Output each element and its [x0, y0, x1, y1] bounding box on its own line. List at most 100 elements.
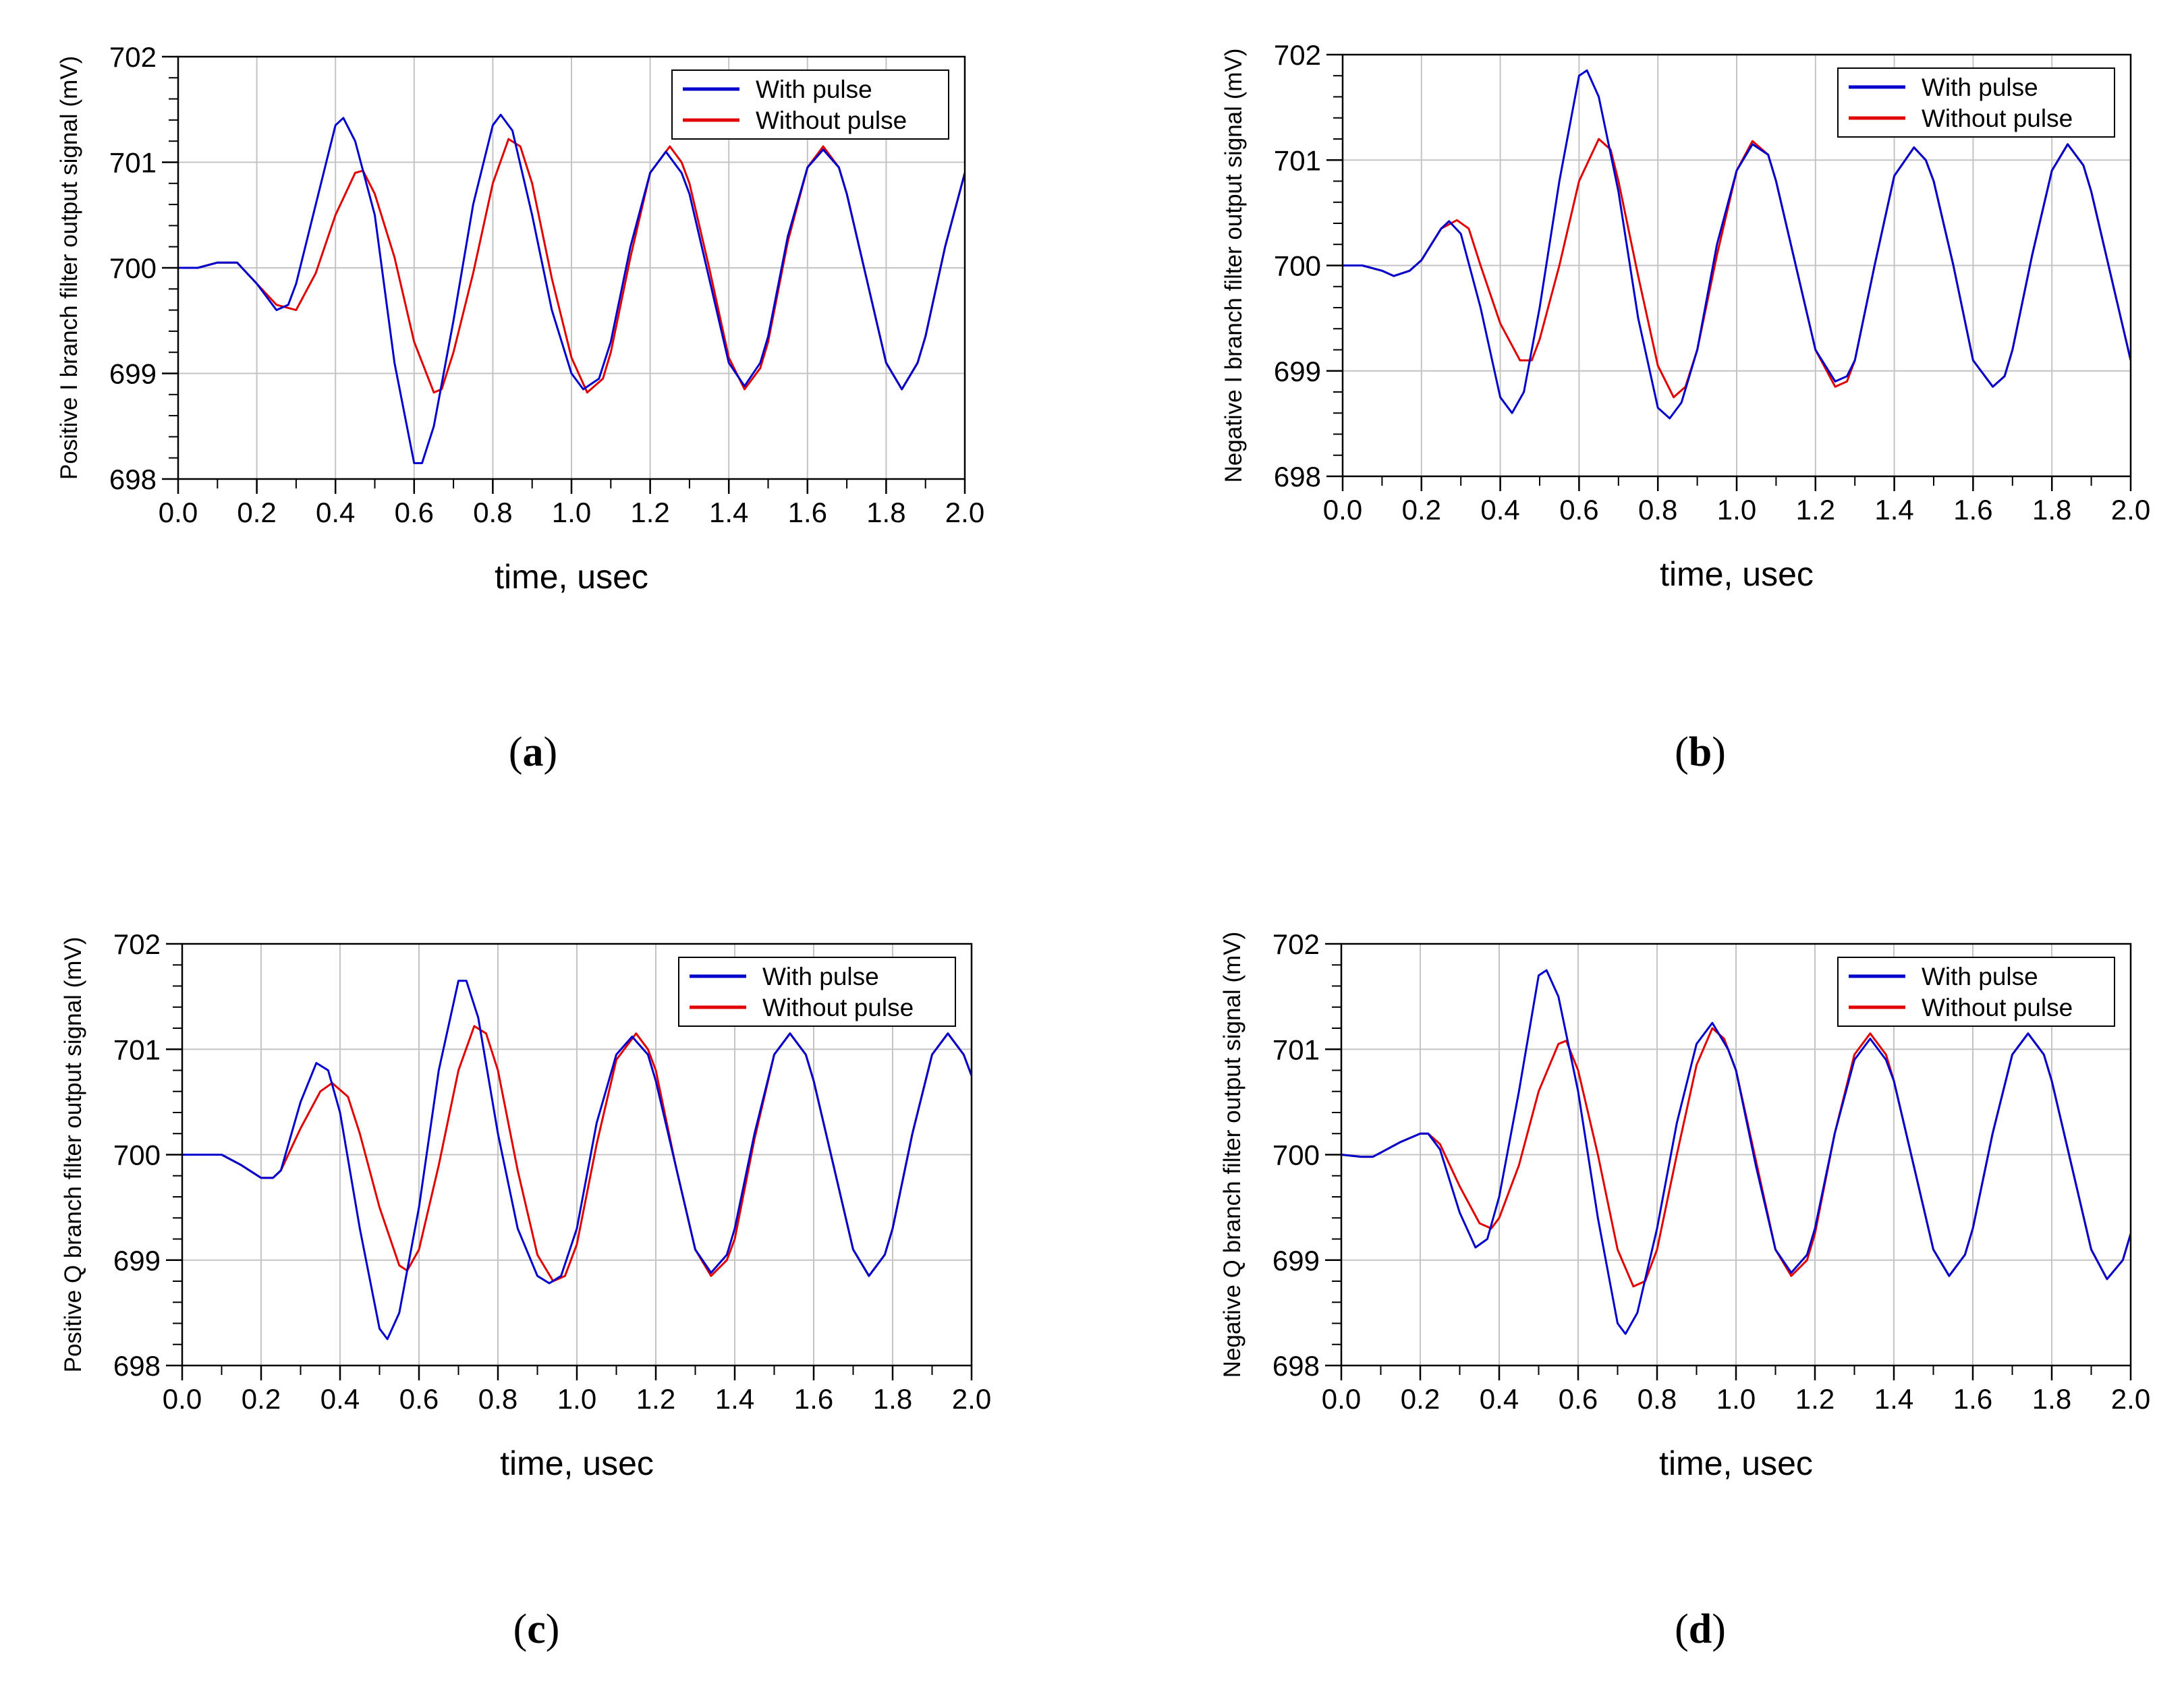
x-tick-label: 0.4	[320, 1383, 360, 1415]
x-tick-label: 0.2	[1402, 494, 1441, 526]
x-tick-label: 1.8	[866, 497, 905, 528]
panel-caption: (b)	[1675, 729, 1726, 775]
series-line-with-pulse	[1341, 969, 2131, 1335]
y-tick-label: 700	[1272, 1140, 1320, 1171]
x-tick-label: 0.6	[399, 1383, 439, 1415]
legend-label: With pulse	[756, 76, 872, 103]
legend: With pulse Without pulse	[671, 69, 949, 140]
y-tick-label: 698	[1274, 461, 1321, 493]
legend: With pulse Without pulse	[1837, 957, 2115, 1027]
y-axis-label: Negative Q branch filter output signal (…	[1219, 932, 1245, 1378]
chart-panel-c: 0.0 0.2 0.4 0.6 0.8 1.0 1.2 1.4 1.6 1.8 2.0 698 699 7…	[60, 928, 991, 1652]
panel-caption: (c)	[513, 1606, 560, 1652]
x-tick-label: 1.2	[630, 497, 669, 528]
legend-label: Without pulse	[1922, 105, 2073, 132]
x-tick-label: 0.8	[473, 497, 512, 528]
legend-label: Without pulse	[1922, 994, 2073, 1021]
x-tick-label: 2.0	[2111, 1383, 2150, 1415]
legend-label: Without pulse	[756, 107, 907, 134]
y-tick-label: 699	[109, 358, 157, 390]
x-tick-label: 0.4	[1480, 494, 1519, 526]
x-tick-label: 1.6	[1953, 494, 1992, 526]
x-tick-label: 1.8	[2032, 1383, 2071, 1415]
x-tick-label: 0.4	[1480, 1383, 1519, 1415]
x-tick-label: 1.0	[1717, 494, 1756, 526]
legend-label: With pulse	[1922, 74, 2038, 101]
panel-caption: (d)	[1675, 1606, 1726, 1652]
y-tick-label: 698	[1272, 1350, 1320, 1382]
caption-letter: b	[1689, 729, 1712, 775]
chart-panel-d: 0.0 0.2 0.4 0.6 0.8 1.0 1.2 1.4 1.6 1.8 2.0 698 699 7…	[1219, 928, 2150, 1652]
x-tick-label: 1.0	[1716, 1383, 1756, 1415]
x-tick-label: 0.8	[478, 1383, 517, 1415]
panel-caption: (a)	[509, 729, 557, 775]
plot-frame	[181, 943, 973, 1367]
y-tick-label: 699	[113, 1245, 161, 1276]
x-tick-label: 1.4	[709, 497, 748, 528]
caption-letter: d	[1689, 1606, 1712, 1652]
y-axis-label: Negative I branch filter output signal (…	[1221, 49, 1247, 483]
y-tick-label: 700	[109, 252, 157, 284]
x-tick-label: 1.4	[1874, 494, 1913, 526]
x-tick-label: 0.0	[1323, 494, 1362, 526]
legend: With pulse Without pulse	[1837, 67, 2115, 138]
y-tick-label: 699	[1274, 356, 1321, 387]
legend-box	[678, 957, 956, 1027]
x-tick-label: 1.8	[2032, 494, 2071, 526]
x-tick-label: 0.0	[163, 1383, 202, 1415]
legend: With pulse Without pulse	[678, 957, 956, 1027]
y-tick-label: 702	[113, 928, 161, 960]
y-tick-label: 701	[1274, 144, 1321, 176]
caption-paren-close: )	[1712, 729, 1726, 775]
legend-box	[671, 69, 949, 140]
caption-paren-open: (	[509, 729, 523, 775]
x-tick-label: 1.2	[1796, 494, 1835, 526]
x-tick-label: 1.4	[1874, 1383, 1913, 1415]
x-tick-label: 0.6	[1559, 494, 1598, 526]
caption-paren-open: (	[1675, 729, 1689, 775]
y-tick-label: 702	[109, 41, 157, 73]
plot-frame	[177, 55, 966, 480]
caption-paren-open: (	[513, 1606, 528, 1652]
y-tick-label: 700	[113, 1140, 161, 1171]
x-tick-label: 2.0	[2111, 494, 2150, 526]
legend-label: With pulse	[762, 963, 879, 990]
x-tick-label: 1.0	[557, 1383, 596, 1415]
y-axis-label: Positive I branch filter output signal (…	[56, 56, 82, 480]
x-tick-label: 1.6	[788, 497, 827, 528]
x-tick-label: 0.0	[159, 497, 198, 528]
x-tick-label: 0.8	[1637, 1383, 1677, 1415]
x-tick-label: 1.2	[636, 1383, 675, 1415]
x-tick-label: 0.0	[1322, 1383, 1361, 1415]
x-tick-label: 1.6	[1953, 1383, 1992, 1415]
x-tick-label: 1.4	[715, 1383, 754, 1415]
series-line-with-pulse	[178, 113, 965, 464]
plot-frame	[1341, 53, 2132, 478]
x-tick-label: 0.6	[1559, 1383, 1598, 1415]
caption-paren-close: )	[546, 1606, 560, 1652]
legend-box	[1837, 957, 2115, 1027]
y-tick-label: 701	[109, 147, 157, 179]
x-tick-label: 0.8	[1638, 494, 1677, 526]
caption-paren-close: )	[1712, 1606, 1726, 1652]
y-tick-label: 700	[1274, 250, 1321, 282]
legend-box	[1837, 67, 2115, 138]
x-tick-label: 0.2	[237, 497, 276, 528]
x-tick-label: 1.0	[552, 497, 591, 528]
caption-paren-open: (	[1675, 1606, 1689, 1652]
legend-label: Without pulse	[762, 994, 914, 1021]
chart-panel-a: 0.0 0.2 0.4 0.6 0.8 1.0 1.2 1.4 1.6 1.8 2.0 698 699 7…	[56, 41, 984, 775]
x-tick-label: 0.2	[1401, 1383, 1440, 1415]
x-tick-label: 0.4	[316, 497, 355, 528]
x-axis-label: time, usec	[1660, 555, 1814, 593]
series-line-with-pulse	[182, 980, 972, 1341]
x-tick-label: 1.8	[873, 1383, 912, 1415]
legend-label: With pulse	[1922, 963, 2038, 990]
chart-panel-b: 0.0 0.2 0.4 0.6 0.8 1.0 1.2 1.4 1.6 1.8 2.0 698 699 7…	[1221, 39, 2150, 775]
y-axis-label: Positive Q branch filter output signal (…	[60, 937, 86, 1373]
x-tick-label: 2.0	[952, 1383, 991, 1415]
y-tick-label: 701	[1272, 1034, 1320, 1065]
x-tick-label: 1.6	[794, 1383, 833, 1415]
x-tick-label: 2.0	[945, 497, 984, 528]
